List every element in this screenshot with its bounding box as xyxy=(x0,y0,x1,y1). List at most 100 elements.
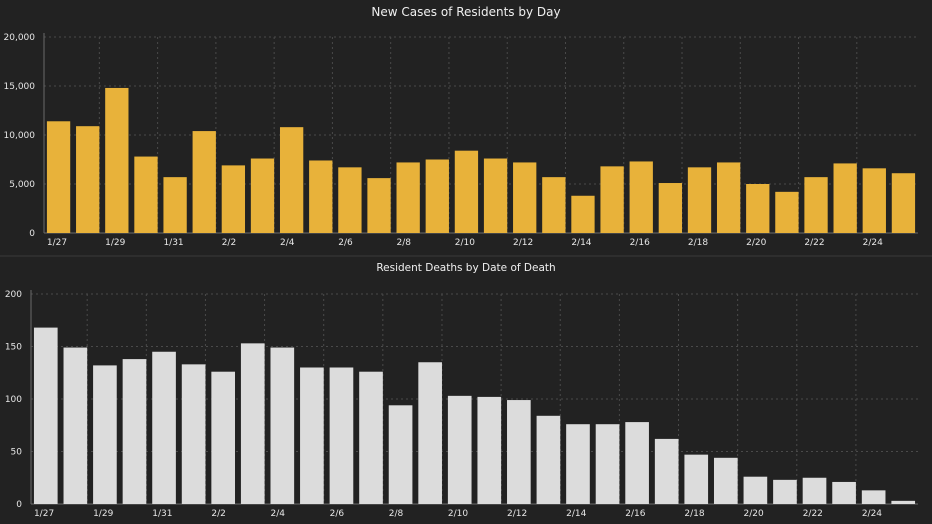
cases-y-tick-label: 5,000 xyxy=(9,180,35,190)
cases-bar-2-5 xyxy=(309,160,333,233)
deaths-x-tick-label: 1/31 xyxy=(152,509,172,519)
deaths-bar-2-2 xyxy=(211,371,236,504)
deaths-bar-2-16 xyxy=(625,422,649,504)
cases-bar-2-13 xyxy=(542,177,566,233)
cases-bar-1-28 xyxy=(76,126,100,233)
deaths-bar-2-23 xyxy=(832,481,856,504)
deaths-bar-1-29 xyxy=(93,365,117,504)
cases-bar-2-2 xyxy=(221,165,246,233)
deaths-x-tick-label: 2/20 xyxy=(744,509,764,519)
cases-y-tick-label: 15,000 xyxy=(4,82,36,92)
cases-bar-2-21 xyxy=(775,191,799,233)
deaths-x-tick-label: 2/22 xyxy=(803,509,823,519)
cases-x-tick-label: 1/27 xyxy=(47,238,67,248)
cases-x-tick-label: 2/4 xyxy=(280,238,295,248)
deaths-bar-2-13 xyxy=(536,415,561,504)
cases-y-tick-label: 10,000 xyxy=(4,131,36,141)
deaths-bar-2-8 xyxy=(388,405,413,504)
cases-bar-2-15 xyxy=(600,166,624,233)
deaths-bar-2-3 xyxy=(240,343,265,504)
deaths-bar-2-5 xyxy=(300,367,324,504)
cases-bar-2-23 xyxy=(833,163,857,233)
cases-x-tick-label: 2/18 xyxy=(688,238,708,248)
cases-bar-2-7 xyxy=(367,178,391,233)
deaths-y-tick-label: 50 xyxy=(11,448,23,458)
deaths-bar-2-7 xyxy=(359,371,383,504)
deaths-bar-2-17 xyxy=(654,438,679,504)
deaths-bar-1-30 xyxy=(122,359,147,504)
deaths-bar-2-15 xyxy=(595,424,620,504)
deaths-bar-2-14 xyxy=(566,424,590,504)
deaths-x-tick-label: 1/27 xyxy=(34,509,54,519)
deaths-x-tick-label: 2/12 xyxy=(507,509,527,519)
deaths-x-tick-label: 2/8 xyxy=(389,509,404,519)
cases-y-tick-label: 20,000 xyxy=(4,33,36,43)
deaths-x-tick-label: 2/4 xyxy=(270,509,285,519)
cases-bar-2-4 xyxy=(279,127,304,233)
cases-bar-2-9 xyxy=(425,159,449,233)
cases-y-tick-label: 0 xyxy=(29,229,35,239)
deaths-bar-2-22 xyxy=(802,477,827,504)
cases-chart-title: New Cases of Residents by Day xyxy=(371,5,560,19)
cases-bar-2-10 xyxy=(454,150,479,233)
deaths-bar-2-11 xyxy=(477,396,502,504)
deaths-y-tick-label: 200 xyxy=(5,290,22,300)
deaths-x-tick-label: 2/10 xyxy=(448,509,468,519)
deaths-bar-2-6 xyxy=(329,367,354,504)
cases-x-tick-label: 2/22 xyxy=(804,238,824,248)
deaths-x-tick-label: 2/18 xyxy=(684,509,704,519)
deaths-bar-1-28 xyxy=(63,347,88,504)
deaths-x-tick-label: 2/16 xyxy=(625,509,645,519)
cases-x-tick-label: 2/10 xyxy=(455,238,475,248)
cases-x-tick-label: 2/16 xyxy=(630,238,650,248)
deaths-y-tick-label: 0 xyxy=(16,500,22,510)
deaths-bar-2-12 xyxy=(507,400,531,504)
deaths-x-tick-label: 2/14 xyxy=(566,509,586,519)
cases-bar-2-3 xyxy=(250,158,275,233)
cases-bar-2-22 xyxy=(804,177,828,233)
cases-bar-2-11 xyxy=(483,158,508,233)
deaths-bar-2-19 xyxy=(713,457,738,504)
deaths-bar-1-27 xyxy=(33,327,58,504)
cases-x-tick-label: 2/6 xyxy=(338,238,353,248)
deaths-x-tick-label: 1/29 xyxy=(93,509,113,519)
deaths-y-tick-label: 100 xyxy=(5,395,22,405)
deaths-bar-2-21 xyxy=(773,479,797,504)
cases-bar-2-14 xyxy=(571,195,595,233)
deaths-y-tick-label: 150 xyxy=(5,343,22,353)
cases-bar-2-20 xyxy=(746,184,770,233)
cases-bar-1-30 xyxy=(134,156,158,233)
deaths-bar-2-20 xyxy=(743,476,768,504)
cases-bar-1-31 xyxy=(163,177,187,233)
cases-x-tick-label: 2/2 xyxy=(222,238,236,248)
cases-bar-1-27 xyxy=(46,121,71,233)
cases-x-tick-label: 2/8 xyxy=(397,238,412,248)
deaths-x-tick-label: 2/2 xyxy=(211,509,225,519)
cases-bar-2-6 xyxy=(338,167,362,233)
cases-bar-1-29 xyxy=(105,87,129,234)
cases-x-tick-label: 1/31 xyxy=(163,238,183,248)
cases-x-tick-label: 2/12 xyxy=(513,238,533,248)
deaths-bar-2-9 xyxy=(418,362,442,504)
deaths-bar-2-18 xyxy=(684,454,709,504)
deaths-bar-1-31 xyxy=(152,351,176,504)
cases-x-tick-label: 2/20 xyxy=(746,238,766,248)
cases-x-tick-label: 1/29 xyxy=(105,238,125,248)
cases-bar-2-17 xyxy=(658,183,683,233)
cases-bar-2-25 xyxy=(891,173,916,233)
deaths-chart-title: Resident Deaths by Date of Death xyxy=(376,262,555,274)
cases-bar-2-12 xyxy=(513,162,537,233)
deaths-bar-2-1 xyxy=(181,364,206,504)
cases-bar-2-16 xyxy=(629,161,653,233)
cases-bar-2-19 xyxy=(716,162,741,233)
deaths-bar-2-4 xyxy=(270,347,295,504)
deaths-bar-2-24 xyxy=(861,490,886,504)
cases-bar-2-1 xyxy=(192,131,216,233)
cases-x-tick-label: 2/14 xyxy=(571,238,591,248)
cases-bar-2-18 xyxy=(687,167,712,233)
deaths-x-tick-label: 2/24 xyxy=(862,509,882,519)
deaths-bar-2-25 xyxy=(891,500,916,504)
